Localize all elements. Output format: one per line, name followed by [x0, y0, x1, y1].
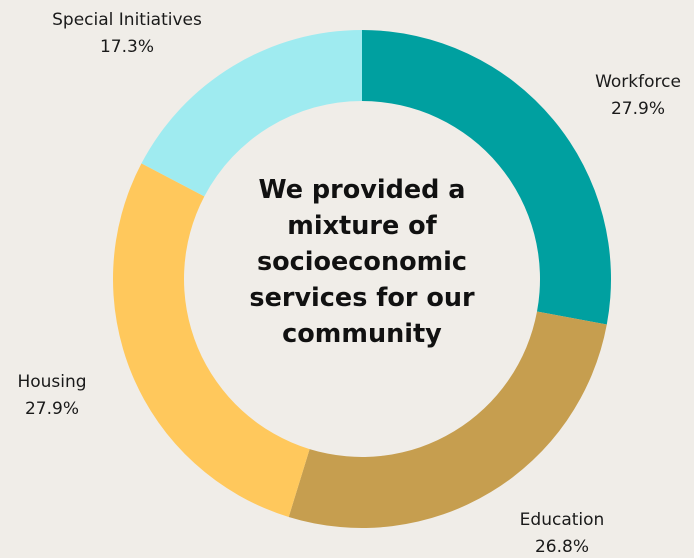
slice-special-initiatives [141, 30, 362, 197]
slice-education [288, 311, 607, 528]
slice-label-percent: 27.9% [611, 99, 665, 119]
slice-workforce [362, 30, 611, 325]
slice-labels: Workforce 27.9% Education 26.8% Housing 27.9%… [17, 10, 680, 557]
center-caption: We provided a mixture of socioeconomic s… [249, 175, 475, 349]
slice-label-name: Workforce [595, 72, 681, 92]
slice-label-percent: 17.3% [100, 37, 154, 57]
donut-slices [112, 30, 611, 528]
slice-label-name: Housing [17, 372, 86, 392]
slice-label-percent: 27.9% [25, 399, 79, 419]
slice-label-name: Education [520, 510, 605, 530]
slice-label-name: Special Initiatives [52, 10, 202, 30]
slice-label-percent: 26.8% [535, 537, 589, 557]
slice-housing [112, 163, 310, 517]
